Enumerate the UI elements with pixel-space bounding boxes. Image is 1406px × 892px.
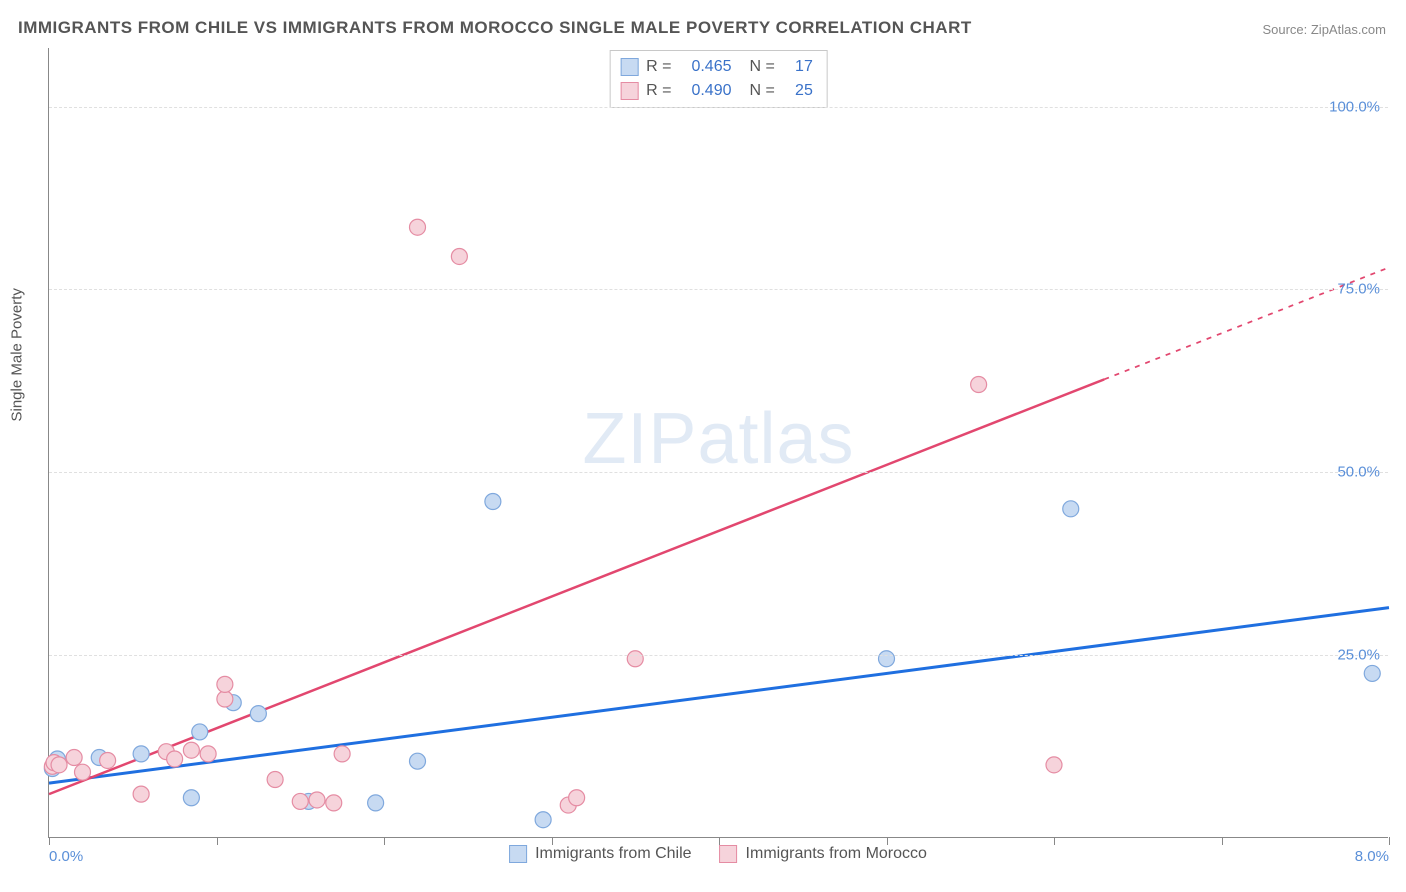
scatter-point xyxy=(100,752,116,768)
scatter-point xyxy=(267,771,283,787)
scatter-point xyxy=(217,676,233,692)
plot-area: Single Male Poverty ZIPatlas R =0.465N =… xyxy=(48,48,1388,838)
stat-r-label: R = xyxy=(646,55,671,79)
legend-label: Immigrants from Morocco xyxy=(746,845,927,863)
stat-n-value: 25 xyxy=(783,79,813,103)
x-tick xyxy=(887,837,888,845)
legend-swatch xyxy=(720,845,738,863)
scatter-point xyxy=(410,753,426,769)
scatter-point xyxy=(971,376,987,392)
y-tick-label: 50.0% xyxy=(1337,464,1380,481)
scatter-point xyxy=(368,795,384,811)
stats-legend-row: R = 0.465 N = 17 xyxy=(620,55,813,79)
x-tick xyxy=(1054,837,1055,845)
stat-n-label: N = xyxy=(750,79,775,103)
scatter-point xyxy=(334,746,350,762)
legend-item: Immigrants from Morocco xyxy=(720,845,927,863)
scatter-point xyxy=(183,742,199,758)
scatter-point xyxy=(451,248,467,264)
scatter-point xyxy=(326,795,342,811)
scatter-point xyxy=(192,724,208,740)
scatter-point xyxy=(1046,757,1062,773)
y-tick-label: 100.0% xyxy=(1329,98,1380,115)
scatter-point xyxy=(66,750,82,766)
y-axis-label: Single Male Poverty xyxy=(9,288,26,421)
scatter-point xyxy=(183,790,199,806)
scatter-point xyxy=(200,746,216,762)
legend-swatch xyxy=(620,58,638,76)
source-label: Source: xyxy=(1262,22,1310,37)
scatter-point xyxy=(879,651,895,667)
x-tick-label: 0.0% xyxy=(49,848,83,865)
x-tick-label: 8.0% xyxy=(1349,848,1389,865)
source-attribution: Source: ZipAtlas.com xyxy=(1262,22,1386,37)
legend-label: Immigrants from Chile xyxy=(535,845,691,863)
scatter-point xyxy=(485,494,501,510)
scatter-point xyxy=(1063,501,1079,517)
y-tick-label: 25.0% xyxy=(1337,647,1380,664)
x-tick xyxy=(384,837,385,845)
x-tick xyxy=(1222,837,1223,845)
series-legend: Immigrants from Chile Immigrants from Mor… xyxy=(509,845,927,863)
legend-item: Immigrants from Chile xyxy=(509,845,691,863)
legend-swatch xyxy=(509,845,527,863)
y-tick-label: 75.0% xyxy=(1337,281,1380,298)
scatter-point xyxy=(133,746,149,762)
x-tick xyxy=(1389,837,1390,845)
x-tick xyxy=(719,837,720,845)
scatter-point xyxy=(1364,665,1380,681)
stats-legend-row: R = 0.490 N = 25 xyxy=(620,79,813,103)
stat-r-value: 0.490 xyxy=(680,79,732,103)
gridline-horizontal xyxy=(49,472,1388,473)
legend-swatch xyxy=(620,82,638,100)
trend-line xyxy=(49,608,1389,784)
chart-title: IMMIGRANTS FROM CHILE VS IMMIGRANTS FROM… xyxy=(18,18,972,38)
scatter-point xyxy=(217,691,233,707)
x-tick xyxy=(49,837,50,845)
scatter-point xyxy=(309,792,325,808)
stat-n-value: 17 xyxy=(783,55,813,79)
gridline-horizontal xyxy=(49,107,1388,108)
source-link[interactable]: ZipAtlas.com xyxy=(1311,22,1386,37)
x-tick xyxy=(552,837,553,845)
gridline-horizontal xyxy=(49,655,1388,656)
scatter-point xyxy=(75,764,91,780)
scatter-point xyxy=(410,219,426,235)
scatter-point xyxy=(627,651,643,667)
gridline-horizontal xyxy=(49,289,1388,290)
scatter-point xyxy=(569,790,585,806)
chart-container: Single Male Poverty ZIPatlas R =0.465N =… xyxy=(48,48,1388,838)
scatter-point xyxy=(133,786,149,802)
x-tick xyxy=(217,837,218,845)
stat-r-value: 0.465 xyxy=(680,55,732,79)
stats-legend: R = 0.465 N = 17 R = 0.490 N = 25 xyxy=(609,50,828,108)
scatter-point xyxy=(167,751,183,767)
scatter-plot-svg xyxy=(49,48,1389,838)
stat-r-label: R = xyxy=(646,79,671,103)
scatter-point xyxy=(292,793,308,809)
stat-n-label: N = xyxy=(750,55,775,79)
scatter-point xyxy=(250,706,266,722)
scatter-point xyxy=(51,757,67,773)
scatter-point xyxy=(535,812,551,828)
